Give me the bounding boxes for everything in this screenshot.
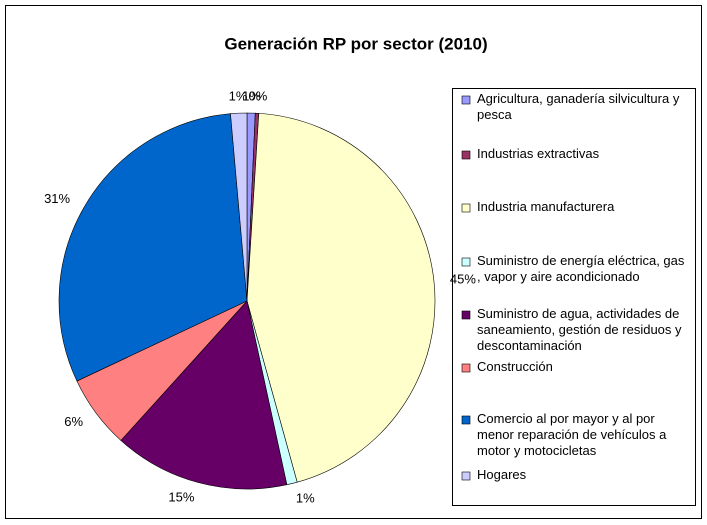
- pie-slice: [230, 112, 248, 302]
- pie-slice: [120, 300, 288, 490]
- data-label: 15%: [168, 490, 194, 505]
- chart-title: Generación RP por sector (2010): [224, 34, 487, 53]
- legend-label: Industria manufacturera: [477, 199, 615, 214]
- pie-slice: [58, 113, 248, 382]
- data-label: 31%: [44, 191, 70, 206]
- legend-label: Comercio al por mayor y al por menor rep…: [477, 411, 670, 458]
- data-label: 1%: [296, 490, 315, 505]
- legend-label: Construcción: [477, 359, 553, 374]
- legend-swatch: [461, 203, 471, 213]
- legend-swatch: [461, 257, 471, 267]
- legend-swatch: [461, 310, 471, 320]
- data-label: 0%: [248, 89, 267, 104]
- pie-slice: [246, 113, 436, 483]
- legend-swatch: [461, 363, 471, 373]
- legend-swatch: [461, 150, 471, 160]
- legend-swatch: [461, 415, 471, 425]
- legend-box: [452, 88, 696, 506]
- data-label: 45%: [450, 271, 476, 286]
- pie: [58, 112, 436, 490]
- legend-label: Hogares: [477, 467, 527, 482]
- legend-label: Suministro de agua, actividades de sanea…: [477, 306, 685, 353]
- data-label: 6%: [64, 414, 83, 429]
- legend-label: Industrias extractivas: [477, 146, 600, 161]
- legend-swatch: [461, 471, 471, 481]
- legend-label: Suministro de energía eléctrica, gas , v…: [477, 253, 688, 284]
- legend-label: Agricultura, ganadería silvicultura y pe…: [477, 91, 683, 122]
- legend-swatch: [461, 95, 471, 105]
- data-label: 1%: [229, 89, 248, 104]
- data-label: 1%: [242, 88, 261, 103]
